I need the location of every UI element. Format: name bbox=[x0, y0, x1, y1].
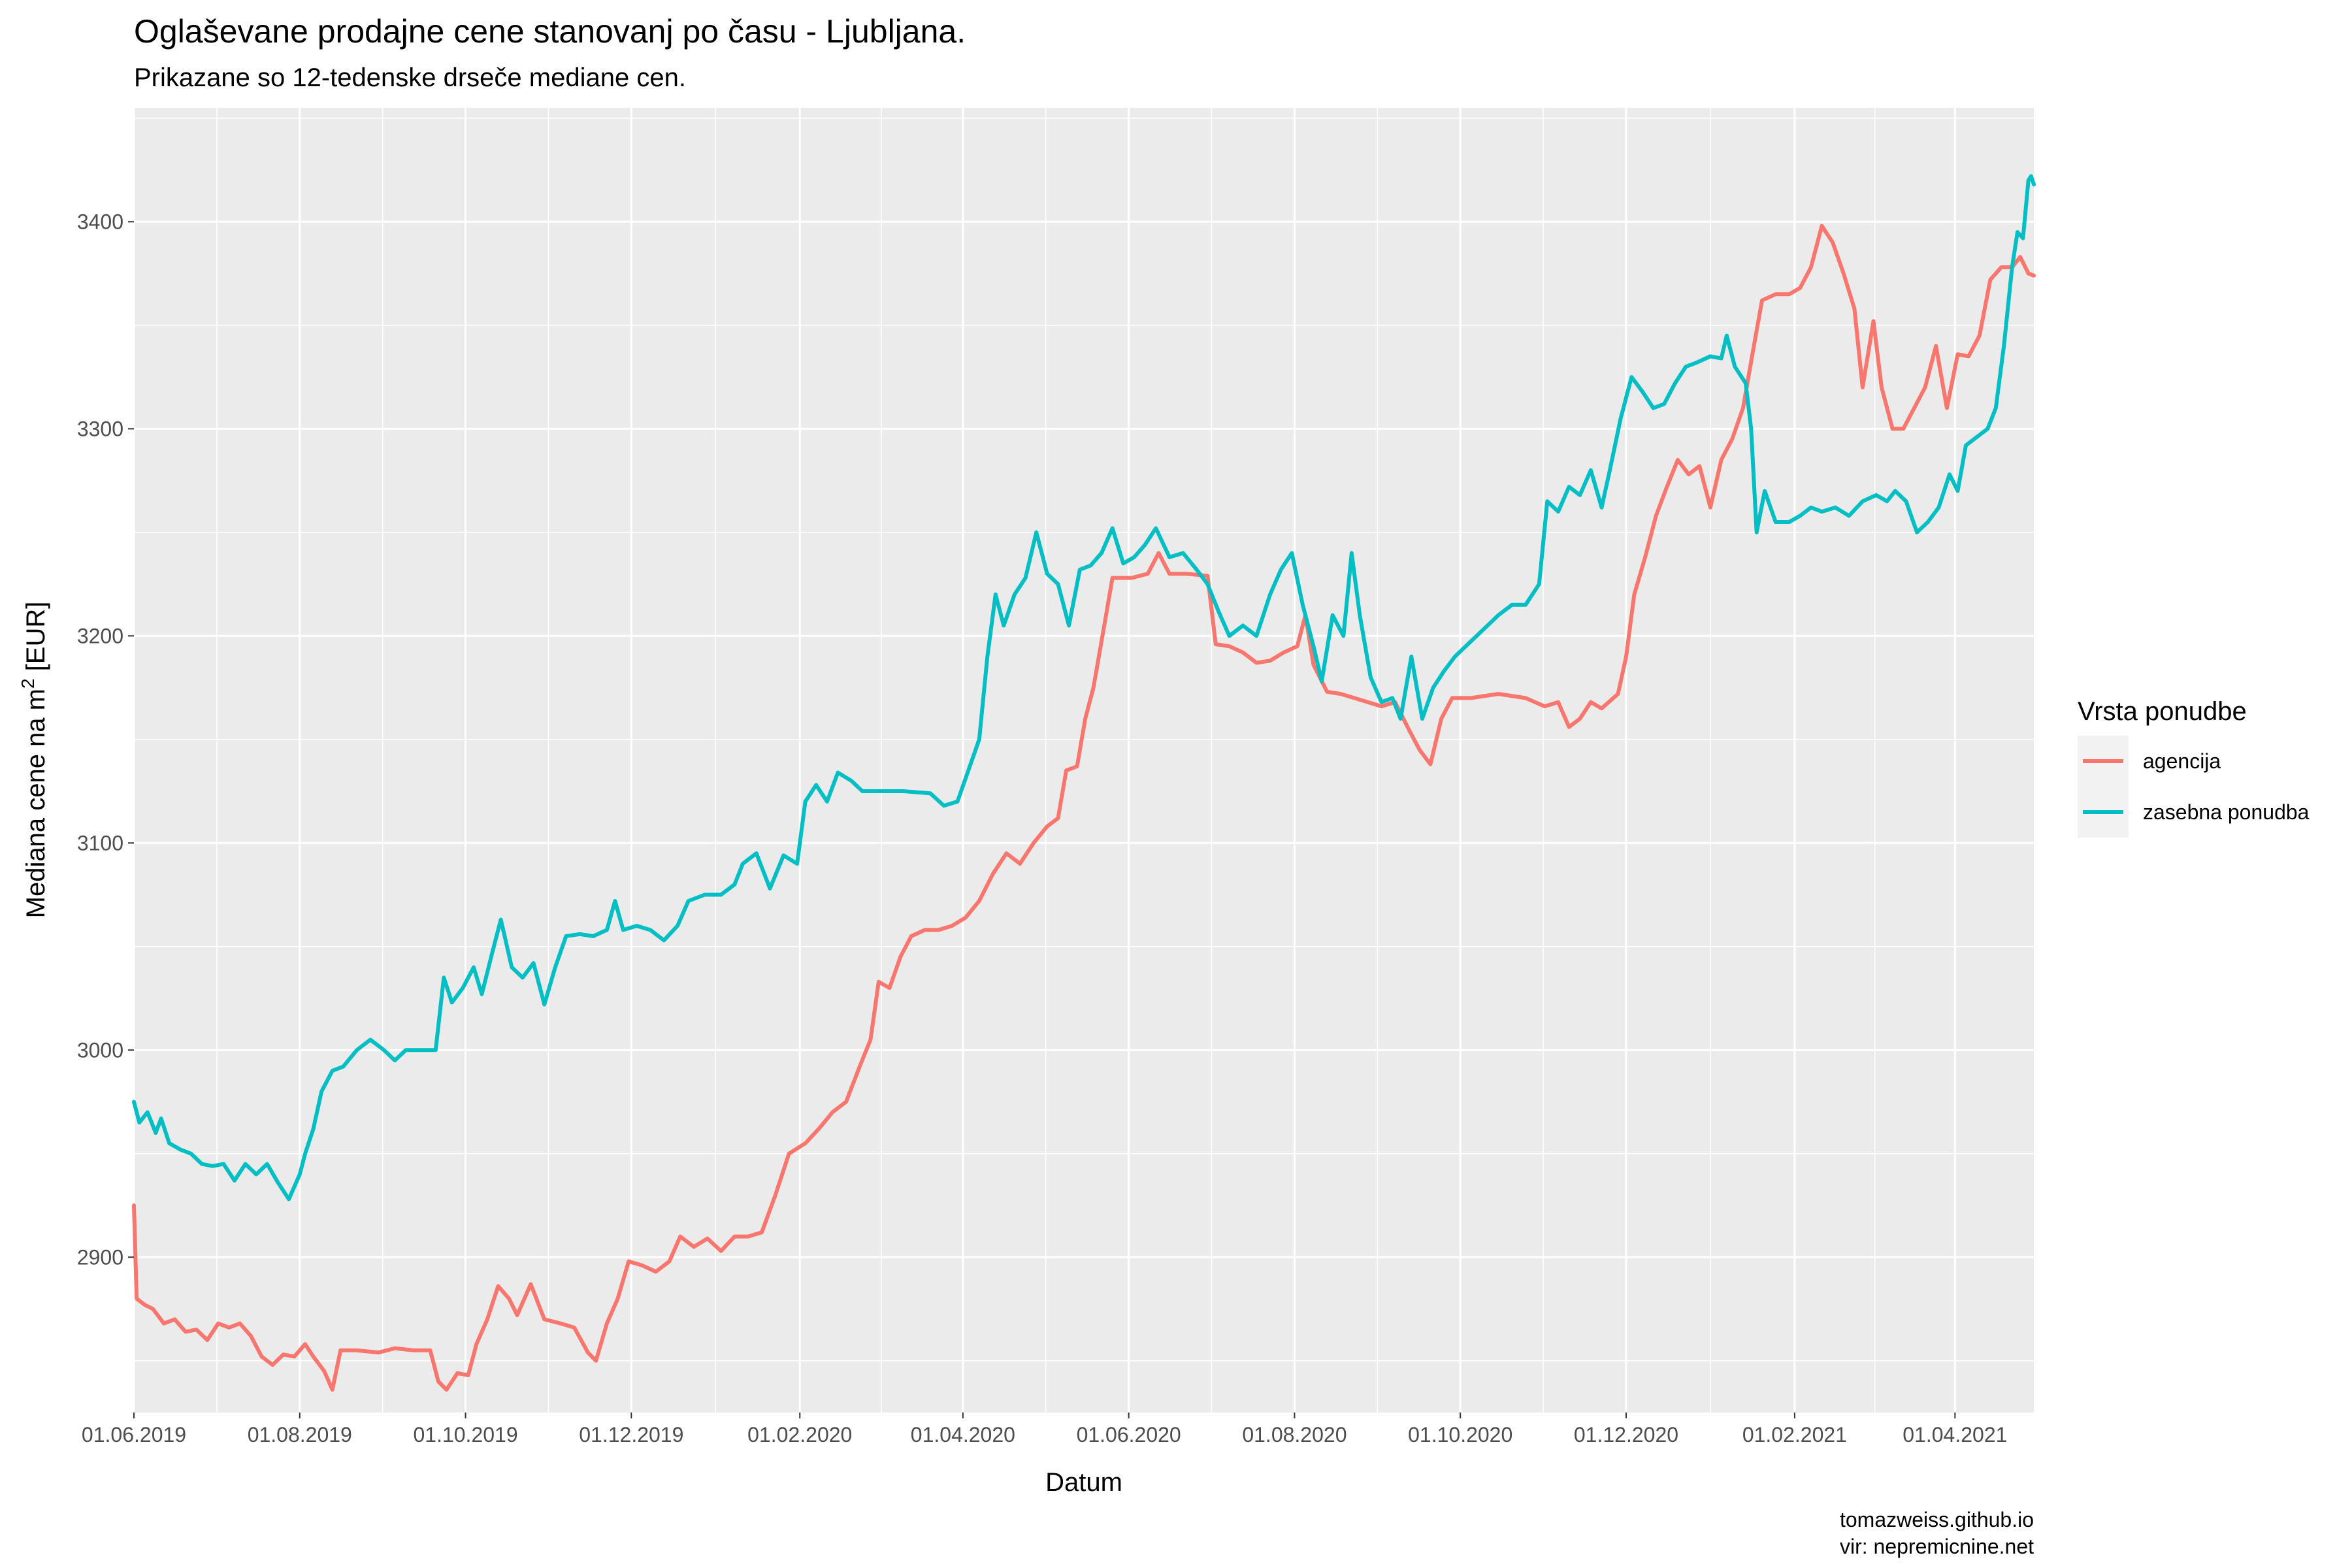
x-tick-label: 01.08.2020 bbox=[1242, 1423, 1347, 1446]
x-tick-label: 01.02.2020 bbox=[747, 1423, 852, 1446]
x-tick-label: 01.12.2020 bbox=[1574, 1423, 1678, 1446]
y-tick-label: 3100 bbox=[77, 831, 123, 855]
y-axis-title-superscript: 2 bbox=[18, 678, 38, 689]
x-axis-title: Datum bbox=[1045, 1468, 1122, 1497]
y-axis-title-unit: [EUR] bbox=[22, 602, 50, 679]
caption-line-2: vir: nepremicnine.net bbox=[1840, 1535, 2034, 1558]
x-axis: 01.06.2019 01.08.2019 01.10.2019 01.12.2019… bbox=[82, 1413, 2007, 1446]
y-tick-label: 3300 bbox=[77, 417, 123, 440]
series-line-zasebna-ponudba bbox=[132, 174, 2036, 1201]
y-tick-label: 3400 bbox=[77, 210, 123, 233]
y-axis: 2900 3000 3100 3200 3300 3400 bbox=[77, 210, 134, 1269]
caption-line-1: tomazweiss.github.io bbox=[1840, 1508, 2034, 1531]
grid-minor bbox=[134, 108, 2034, 1413]
legend-title: Vrsta ponudbe bbox=[2078, 697, 2247, 726]
chart-subtitle: Prikazane so 12-tedenske drseče mediane … bbox=[134, 63, 686, 92]
grid-major bbox=[133, 108, 2034, 1413]
x-tick-label: 01.12.2019 bbox=[579, 1423, 683, 1446]
legend-label: zasebna ponudba bbox=[2143, 800, 2310, 824]
y-tick-label: 2900 bbox=[77, 1245, 123, 1269]
legend: Vrsta ponudbe agencija zasebna ponudba bbox=[2078, 697, 2310, 838]
y-tick-label: 3200 bbox=[77, 624, 123, 647]
y-axis-title: Mediana cene na m2 [EUR] bbox=[18, 602, 50, 919]
x-tick-label: 01.08.2019 bbox=[248, 1423, 352, 1446]
series-lines bbox=[132, 174, 2036, 1392]
y-tick-label: 3000 bbox=[77, 1038, 123, 1062]
series-line-agencija bbox=[132, 223, 2036, 1392]
legend-keys: agencija zasebna ponudba bbox=[2078, 736, 2310, 838]
x-tick-label: 01.04.2021 bbox=[1903, 1423, 2007, 1446]
chart-title: Oglaševane prodajne cene stanovanj po ča… bbox=[134, 13, 966, 50]
x-tick-label: 01.10.2020 bbox=[1408, 1423, 1512, 1446]
legend-label: agencija bbox=[2143, 749, 2221, 773]
x-tick-label: 01.10.2019 bbox=[413, 1423, 517, 1446]
plot-panel bbox=[134, 108, 2034, 1413]
x-tick-label: 01.06.2019 bbox=[82, 1423, 186, 1446]
x-tick-label: 01.06.2020 bbox=[1077, 1423, 1181, 1446]
y-axis-title-main: Mediana cene na m bbox=[22, 689, 50, 918]
x-tick-label: 01.02.2021 bbox=[1742, 1423, 1847, 1446]
x-tick-label: 01.04.2020 bbox=[911, 1423, 1015, 1446]
